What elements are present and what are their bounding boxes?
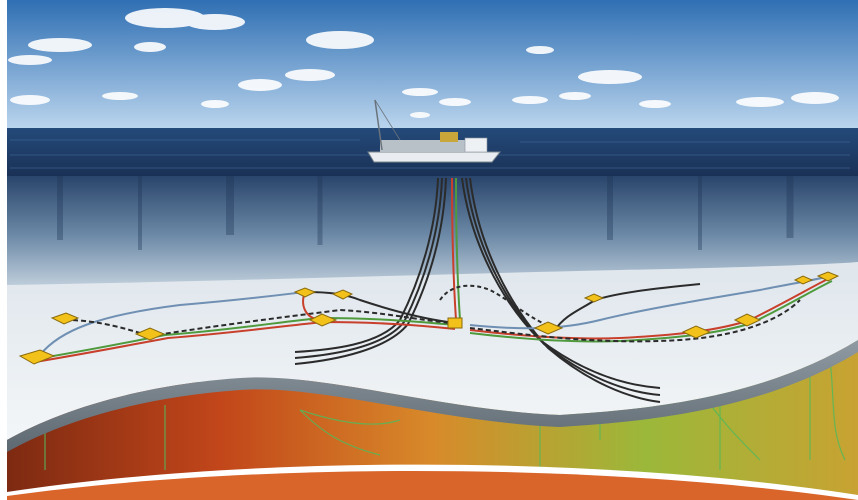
bottom-banner-orange (7, 470, 858, 500)
seabed (7, 262, 858, 440)
seabed-edge (7, 340, 858, 452)
light-rays (57, 176, 794, 250)
riser-base-icon (447, 317, 463, 329)
clouds (8, 8, 839, 118)
subsea-manifold-icon (18, 271, 840, 365)
left-margin (0, 0, 7, 500)
flowline-icon (29, 275, 833, 363)
fpso-vessel-icon (367, 99, 502, 163)
